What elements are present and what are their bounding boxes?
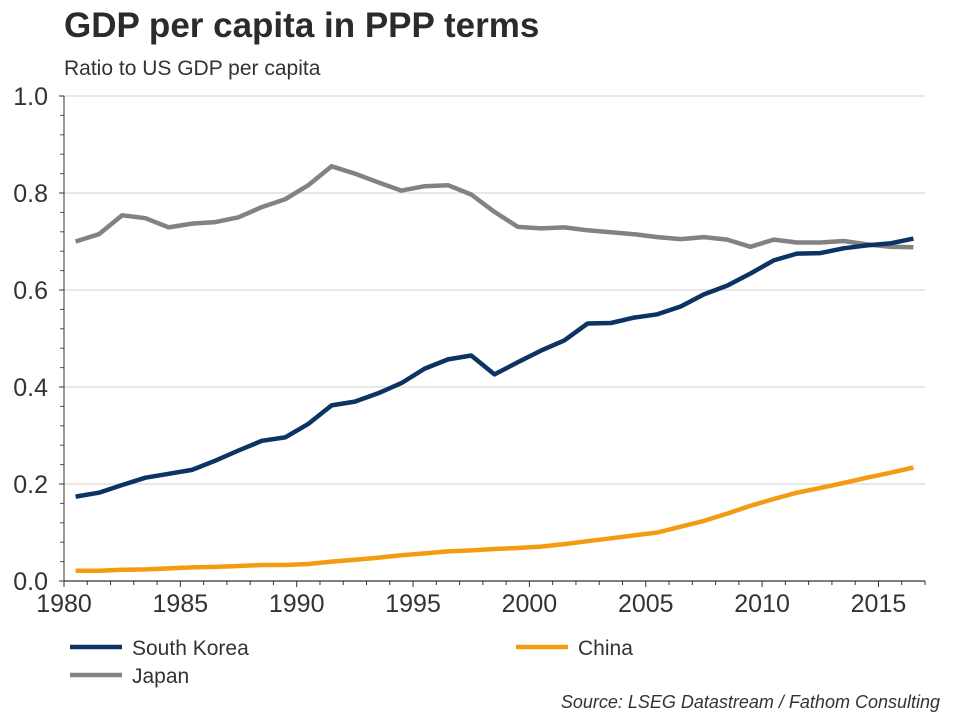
legend-label-japan: Japan [132,665,189,688]
chart-subtitle: Ratio to US GDP per capita [64,57,321,80]
y-tick-label: 0.2 [13,471,48,499]
gridlines [64,95,925,485]
y-tick-label: 0.6 [13,277,48,305]
x-tick-label: 2000 [502,590,558,618]
series-line-south-korea [75,236,914,499]
x-tick-label: 2010 [734,590,790,618]
tick-labels: 0.0 0.2 0.4 0.6 0.8 1.0 1980 1985 1990 1995 2000 20… [13,83,906,618]
legend: South Korea China Japan [70,637,633,688]
y-tick-label: 0.0 [13,568,48,596]
chart-title: GDP per capita in PPP terms [64,6,540,45]
legend-label-china: China [578,637,633,660]
x-tick-label: 1980 [36,590,92,618]
x-tick-label: 1995 [385,590,441,618]
y-tick-label: 1.0 [13,83,48,111]
series-line-china [75,465,914,574]
source-note: Source: LSEG Datastream / Fathom Consult… [560,692,940,712]
y-tick-label: 0.8 [13,180,48,208]
series-lines [74,164,914,574]
series-line-japan [74,164,914,250]
x-tick-label: 1990 [269,590,325,618]
x-tick-label: 2015 [851,590,907,618]
x-tick-label: 1985 [153,590,209,618]
y-tick-label: 0.4 [13,374,48,402]
x-tick-label: 2005 [618,590,674,618]
axes [59,95,926,587]
legend-label-south-korea: South Korea [132,637,249,660]
